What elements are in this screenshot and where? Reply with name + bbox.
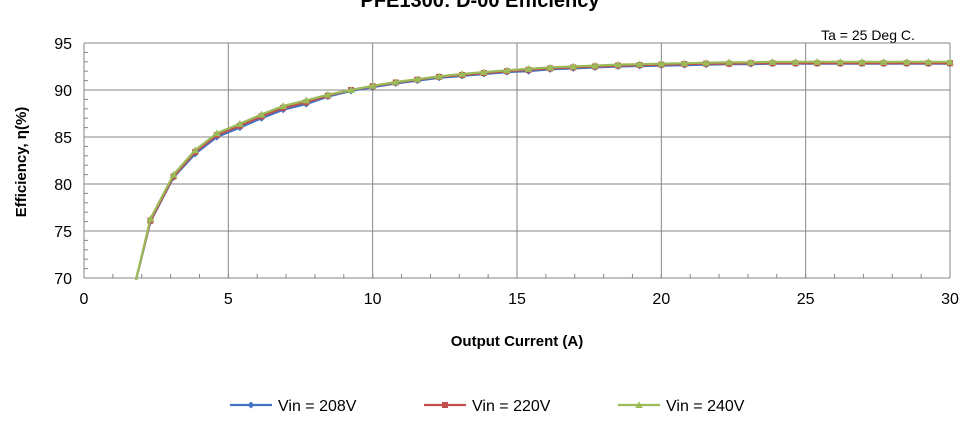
data-point <box>458 70 466 78</box>
x-tick-label: 25 <box>797 291 815 308</box>
legend-marker <box>635 401 643 409</box>
data-point <box>546 63 554 71</box>
data-point <box>279 102 287 110</box>
data-point <box>324 90 332 98</box>
data-point <box>435 72 443 80</box>
data-point <box>503 66 511 74</box>
data-point <box>591 61 599 69</box>
data-point <box>257 110 266 118</box>
x-tick-label: 20 <box>652 291 670 308</box>
legend-item-2: Vin = 240V <box>618 398 745 415</box>
data-point <box>791 58 800 65</box>
series-1 <box>134 60 953 281</box>
legend-label: Vin = 208V <box>278 398 357 415</box>
data-point <box>569 62 578 70</box>
legend-item-0: Vin = 208V <box>230 398 357 415</box>
data-point <box>302 96 311 104</box>
data-point <box>680 59 689 67</box>
data-point <box>836 58 845 65</box>
data-point <box>368 81 377 89</box>
data-point <box>635 60 644 68</box>
data-point <box>813 58 822 65</box>
data-point <box>191 146 199 154</box>
grid <box>83 42 951 279</box>
x-tick-label: 5 <box>224 291 233 308</box>
data-point <box>657 59 666 67</box>
data-point <box>524 65 533 72</box>
x-tick-label: 15 <box>508 291 526 308</box>
data-point <box>702 58 710 66</box>
data-point <box>725 58 733 66</box>
data-point <box>236 120 244 127</box>
legend-marker <box>247 401 255 409</box>
data-point <box>946 58 954 65</box>
legend-label: Vin = 220V <box>472 398 551 415</box>
y-tick-label: 80 <box>54 177 72 194</box>
data-point <box>924 58 933 65</box>
y-tick-label: 90 <box>54 83 72 100</box>
y-tick-label: 70 <box>54 271 72 288</box>
axes: 70 75 80 85 90 95 0 5 10 15 20 25 30 <box>54 36 959 308</box>
data-point <box>747 58 755 66</box>
y-tick-label: 85 <box>54 130 72 147</box>
data-point <box>768 58 777 65</box>
data-point <box>413 75 422 83</box>
data-point <box>169 170 178 178</box>
x-axis-label: Output Current (A) <box>451 333 583 350</box>
legend: Vin = 208V Vin = 220V Vin = 240V <box>230 398 745 415</box>
data-point <box>391 78 400 86</box>
series-line <box>134 62 950 281</box>
data-point <box>480 68 488 76</box>
legend-marker <box>442 402 448 408</box>
chart-title: PFE1300: D-00 Efficiency <box>361 0 601 12</box>
data-point <box>858 58 866 65</box>
data-point <box>879 58 888 65</box>
series-2 <box>134 58 954 281</box>
temperature-annotation: Ta = 25 Deg C. <box>821 27 915 43</box>
series <box>134 58 954 281</box>
series-line <box>134 60 950 281</box>
x-tick-label: 0 <box>80 291 89 308</box>
data-point <box>902 58 911 65</box>
data-point <box>347 86 355 94</box>
data-point <box>212 129 221 137</box>
series-0 <box>134 60 954 281</box>
data-point <box>614 60 622 68</box>
legend-label: Vin = 240V <box>666 398 745 415</box>
y-tick-label: 75 <box>54 224 72 241</box>
x-tick-label: 30 <box>941 291 959 308</box>
legend-item-1: Vin = 220V <box>424 398 551 415</box>
y-axis-label: Efficiency, η(%) <box>13 107 30 218</box>
x-tick-label: 10 <box>364 291 382 308</box>
y-tick-label: 95 <box>54 36 72 53</box>
data-point <box>146 214 155 222</box>
series-line <box>134 62 950 281</box>
